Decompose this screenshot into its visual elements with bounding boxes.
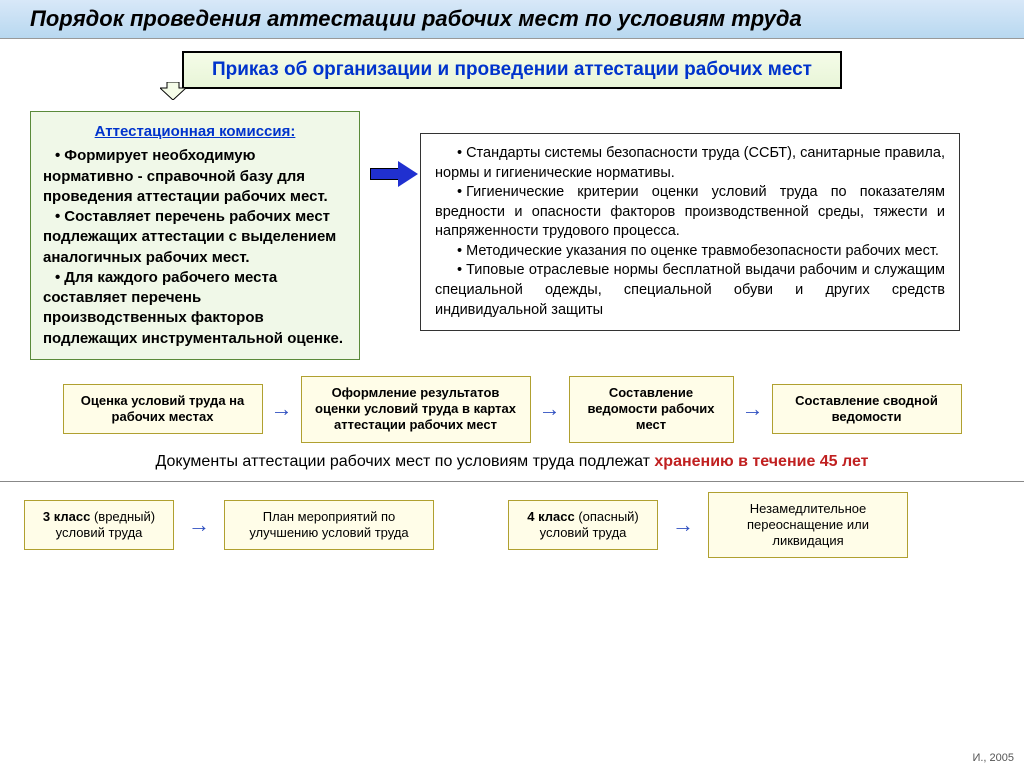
commission-item: Составляет перечень рабочих мест подлежа… [43, 207, 347, 268]
commission-item: Для каждого рабочего места составляет пе… [43, 268, 347, 349]
commission-list: Формирует необходимую нормативно - справ… [43, 146, 347, 349]
standards-list: Стандарты системы безопасности труда (СС… [435, 144, 945, 320]
flow-box-1: Оценка условий труда на рабочих местах [63, 384, 263, 435]
divider [0, 481, 1024, 482]
flow-box-4: Составление сводной ведомости [772, 384, 962, 435]
bottom-row: 3 класс (вредный) условий труда → План м… [0, 492, 1024, 559]
flow-box-2: Оформление результатов оценки условий тр… [301, 376, 531, 443]
arrow-icon: → [271, 396, 293, 422]
standards-box: Стандарты системы безопасности труда (СС… [420, 133, 960, 331]
arrow-icon: → [539, 396, 561, 422]
class-label: 3 класс [43, 509, 90, 524]
bottom-box-4: Незамедлительное переоснащение или ликви… [708, 492, 908, 559]
order-box: Приказ об организации и проведении аттес… [182, 51, 842, 89]
page-title: Порядок проведения аттестации рабочих ме… [30, 6, 994, 32]
arrow-icon: → [672, 512, 694, 538]
bottom-box-1: 3 класс (вредный) условий труда [24, 500, 174, 551]
standards-item: Типовые отраслевые нормы бесплатной выда… [435, 261, 945, 320]
order-text: Приказ об организации и проведении аттес… [212, 59, 812, 80]
standards-item: Гигиенические критерии оценки условий тр… [435, 183, 945, 242]
storage-line: Документы аттестации рабочих мест по усл… [0, 453, 1024, 471]
class-label: 4 класс [527, 509, 574, 524]
title-bar: Порядок проведения аттестации рабочих ме… [0, 0, 1024, 39]
bottom-box-3: 4 класс (опасный) условий труда [508, 500, 658, 551]
commission-box: Аттестационная комиссия: Формирует необх… [30, 111, 360, 360]
storage-prefix: Документы аттестации рабочих мест по усл… [156, 453, 655, 470]
storage-highlight: хранению в течение 45 лет [654, 453, 868, 470]
flow-box-3: Составление ведомости рабочих мест [569, 376, 734, 443]
right-arrow-icon [370, 164, 418, 184]
arrow-icon: → [742, 396, 764, 422]
bottom-box-2: План мероприятий по улучшению условий тр… [224, 500, 434, 551]
arrow-icon: → [188, 512, 210, 538]
commission-item: Формирует необходимую нормативно - справ… [43, 146, 347, 207]
standards-item: Методические указания по оценке травмобе… [435, 242, 945, 262]
flow-row: Оценка условий труда на рабочих местах →… [20, 376, 1004, 443]
commission-heading: Аттестационная комиссия: [43, 122, 347, 142]
mid-row: Аттестационная комиссия: Формирует необх… [0, 89, 1024, 360]
footer-credit: И., 2005 [972, 752, 1014, 764]
standards-item: Стандарты системы безопасности труда (СС… [435, 144, 945, 183]
